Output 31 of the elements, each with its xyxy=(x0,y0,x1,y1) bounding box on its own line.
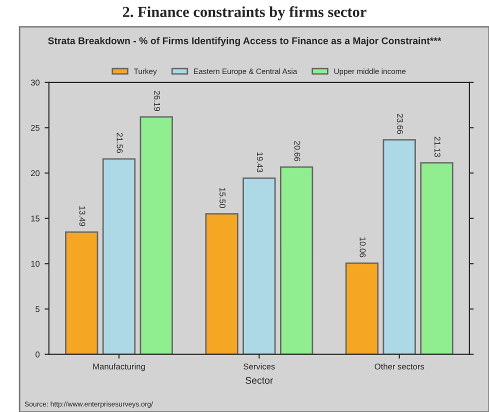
data-label: 19.43 xyxy=(256,152,263,172)
data-label: 26.19 xyxy=(154,90,160,111)
y-tick-label: 5 xyxy=(36,306,40,312)
y-tick-label: 10 xyxy=(31,260,40,267)
bar xyxy=(420,162,454,354)
bar xyxy=(382,139,416,354)
x-axis-title: Sector xyxy=(246,376,274,384)
x-tick-label: Other sectors xyxy=(374,363,424,370)
bar xyxy=(140,116,173,354)
bar xyxy=(345,262,379,354)
data-label: 21.56 xyxy=(116,132,123,153)
data-label: 15.50 xyxy=(220,188,226,208)
chart-subtitle: Strata Breakdown - % of Firms Identifying Access to Finance as a Major Constraint*** xyxy=(48,37,442,46)
bar xyxy=(102,158,136,354)
bar xyxy=(65,231,98,354)
y-tick-label: 30 xyxy=(30,80,40,86)
bar xyxy=(280,166,314,354)
data-label: 23.66 xyxy=(397,114,404,134)
y-tick-label: 20 xyxy=(31,170,40,176)
y-tick-label: 25 xyxy=(31,124,40,131)
x-tick-label: Services xyxy=(244,363,275,370)
x-tick-label: Manufacturing xyxy=(93,363,145,372)
bar xyxy=(242,178,276,354)
data-label: 10.06 xyxy=(360,237,366,258)
data-label: 21.13 xyxy=(434,136,440,157)
data-label: 20.66 xyxy=(294,141,300,162)
y-tick-label: 0 xyxy=(36,352,40,358)
data-label: 13.49 xyxy=(79,206,86,226)
y-tick-label: 15 xyxy=(31,216,40,222)
bar xyxy=(205,213,238,354)
chart-title: 2. Finance constraints by firms sector xyxy=(122,6,366,20)
